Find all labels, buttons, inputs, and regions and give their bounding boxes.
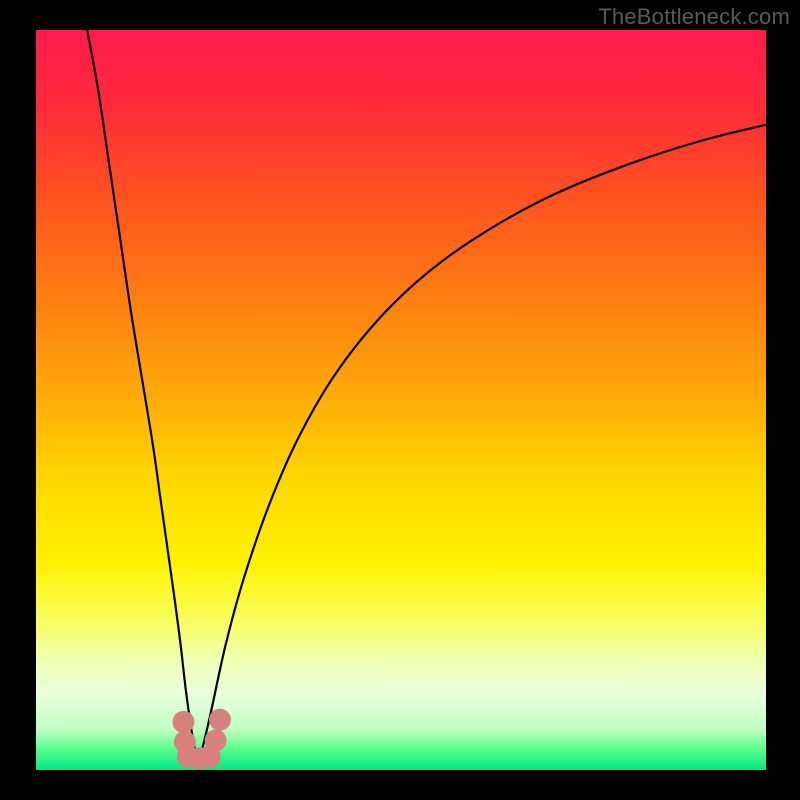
data-marker: [205, 729, 227, 751]
bottleneck-curve-chart: [0, 0, 800, 800]
data-marker: [172, 711, 194, 733]
data-marker: [209, 709, 231, 731]
chart-container: TheBottleneck.com: [0, 0, 800, 800]
watermark-text: TheBottleneck.com: [598, 4, 790, 30]
